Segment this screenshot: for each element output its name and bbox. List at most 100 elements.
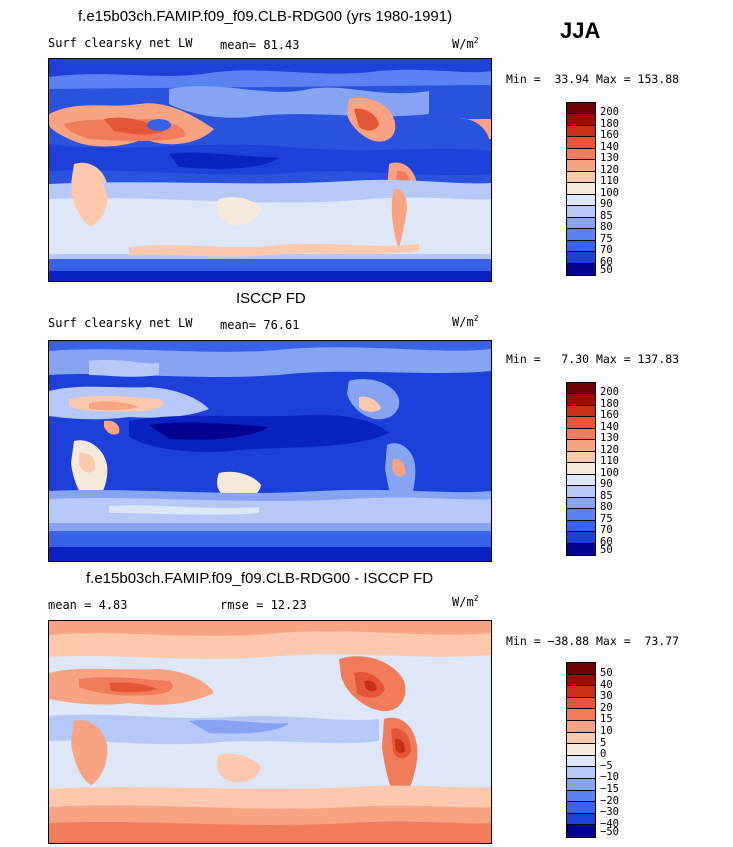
panel-3-colorbar-ticks: 50 40 30 20 15 10 5 0 −5 −10 −15 −20 −30… (600, 662, 660, 838)
panel-1-colorbar-ticks: 200 180 160 140 130 120 110 100 90 85 80… (600, 102, 660, 276)
season-label: JJA (560, 18, 601, 43)
colorbar-box (567, 137, 595, 149)
colorbar-box (567, 778, 595, 791)
tick-label: 85 (600, 209, 613, 222)
tick-label: 75 (600, 232, 613, 245)
colorbar-box (567, 428, 595, 441)
colorbar-box (567, 394, 595, 406)
colorbar-box (567, 217, 595, 230)
panel-2-mean-label: mean= 76.61 (220, 318, 300, 332)
tick-label: 80 (600, 221, 613, 233)
tick-label: 40 (600, 678, 613, 691)
tick-label: 80 (600, 501, 613, 513)
tick-label: 130 (600, 432, 619, 444)
colorbar-box (567, 114, 595, 126)
tick-label: −10 (600, 771, 619, 784)
tick-label: 200 (600, 386, 619, 398)
panel-3-units-label: W/m2 (452, 594, 479, 609)
colorbar-box (567, 103, 595, 115)
colorbar-box (567, 709, 595, 721)
tick-label: 110 (600, 455, 619, 467)
panel-1-map (48, 58, 492, 282)
colorbar-box (567, 720, 595, 733)
tick-label: −30 (600, 806, 619, 819)
panel-2-colorbar (566, 382, 596, 556)
panel-2-map (48, 340, 492, 562)
tick-label: 85 (600, 489, 613, 502)
panel-1-map-field (49, 59, 491, 281)
colorbar-box (567, 813, 595, 826)
tick-label: 100 (600, 186, 619, 199)
colorbar-box (567, 790, 595, 803)
tick-label: 10 (600, 725, 613, 737)
colorbar-box (567, 520, 595, 533)
colorbar-box (567, 183, 595, 195)
tick-label: 15 (600, 713, 613, 726)
tick-label: −5 (600, 759, 613, 772)
colorbar-box (567, 383, 595, 395)
colorbar-box (567, 697, 595, 710)
colorbar-box (567, 206, 595, 218)
panel-2-title: ISCCP FD (236, 290, 306, 307)
panel-2-variable-label: Surf clearsky net LW (48, 316, 193, 330)
colorbar-box (567, 451, 595, 464)
colorbar-box (567, 474, 595, 487)
colorbar-box (567, 674, 595, 687)
colorbar-box (567, 252, 595, 264)
tick-label: 50 (600, 264, 613, 276)
colorbar-box (567, 543, 595, 556)
panel-1-variable-label: Surf clearsky net LW (48, 36, 193, 50)
colorbar-box (567, 732, 595, 745)
tick-label: −15 (600, 783, 619, 795)
colorbar-box (567, 148, 595, 161)
tick-label: 50 (600, 667, 613, 679)
tick-label: 120 (600, 443, 619, 456)
colorbar-box (567, 486, 595, 498)
colorbar-box (567, 497, 595, 510)
panel-1-colorbar (566, 102, 596, 276)
panel-3-mean-label: mean = 4.83 (48, 598, 128, 612)
tick-label: 5 (600, 736, 607, 749)
tick-label: 70 (600, 524, 613, 536)
colorbar-box (567, 755, 595, 768)
colorbar-box (567, 194, 595, 207)
colorbar-box (567, 229, 595, 241)
tick-label: 70 (600, 244, 613, 256)
panel-3-colorbar (566, 662, 596, 838)
panel-3-rmse-label: rmse = 12.23 (220, 598, 307, 612)
panel-2-colorbar-ticks: 200 180 160 140 130 120 110 100 90 85 80… (600, 382, 660, 556)
colorbar-box (567, 767, 595, 779)
panel-1-minmax: Min = 33.94 Max = 153.88 (506, 72, 680, 86)
colorbar-box (567, 463, 595, 475)
panel-1-title: f.e15b03ch.FAMIP.f09_f09.CLB-RDG00 (yrs … (78, 8, 453, 25)
tick-label: −40 (600, 817, 619, 830)
tick-label: 180 (600, 117, 619, 130)
tick-label: 200 (600, 106, 619, 118)
tick-label: −20 (600, 794, 619, 807)
colorbar-box (567, 509, 595, 521)
tick-label: 130 (600, 152, 619, 164)
tick-label: 90 (600, 478, 613, 490)
colorbar-box (567, 405, 595, 418)
panel-2-units-label: W/m2 (452, 314, 479, 329)
tick-label: 160 (600, 409, 619, 421)
panel-3-map (48, 620, 492, 844)
tick-label: 110 (600, 175, 619, 187)
colorbar-box (567, 663, 595, 675)
panel-3-minmax: Min = −38.88 Max = 73.77 (506, 634, 680, 648)
tick-label: 140 (600, 140, 619, 153)
tick-label: 120 (600, 163, 619, 176)
colorbar-box (567, 125, 595, 138)
colorbar-box (567, 240, 595, 253)
colorbar-box (567, 160, 595, 172)
colorbar-box (567, 263, 595, 276)
colorbar-box (567, 686, 595, 698)
tick-label: 50 (600, 544, 613, 556)
tick-label: 60 (600, 535, 613, 548)
panel-3-title: f.e15b03ch.FAMIP.f09_f09.CLB-RDG00 - ISC… (86, 570, 434, 587)
colorbar-box (567, 440, 595, 452)
tick-label: 100 (600, 466, 619, 479)
tick-label: 90 (600, 198, 613, 210)
panel-1-mean-label: mean= 81.43 (220, 38, 300, 52)
panel-2-map-field (49, 341, 491, 561)
